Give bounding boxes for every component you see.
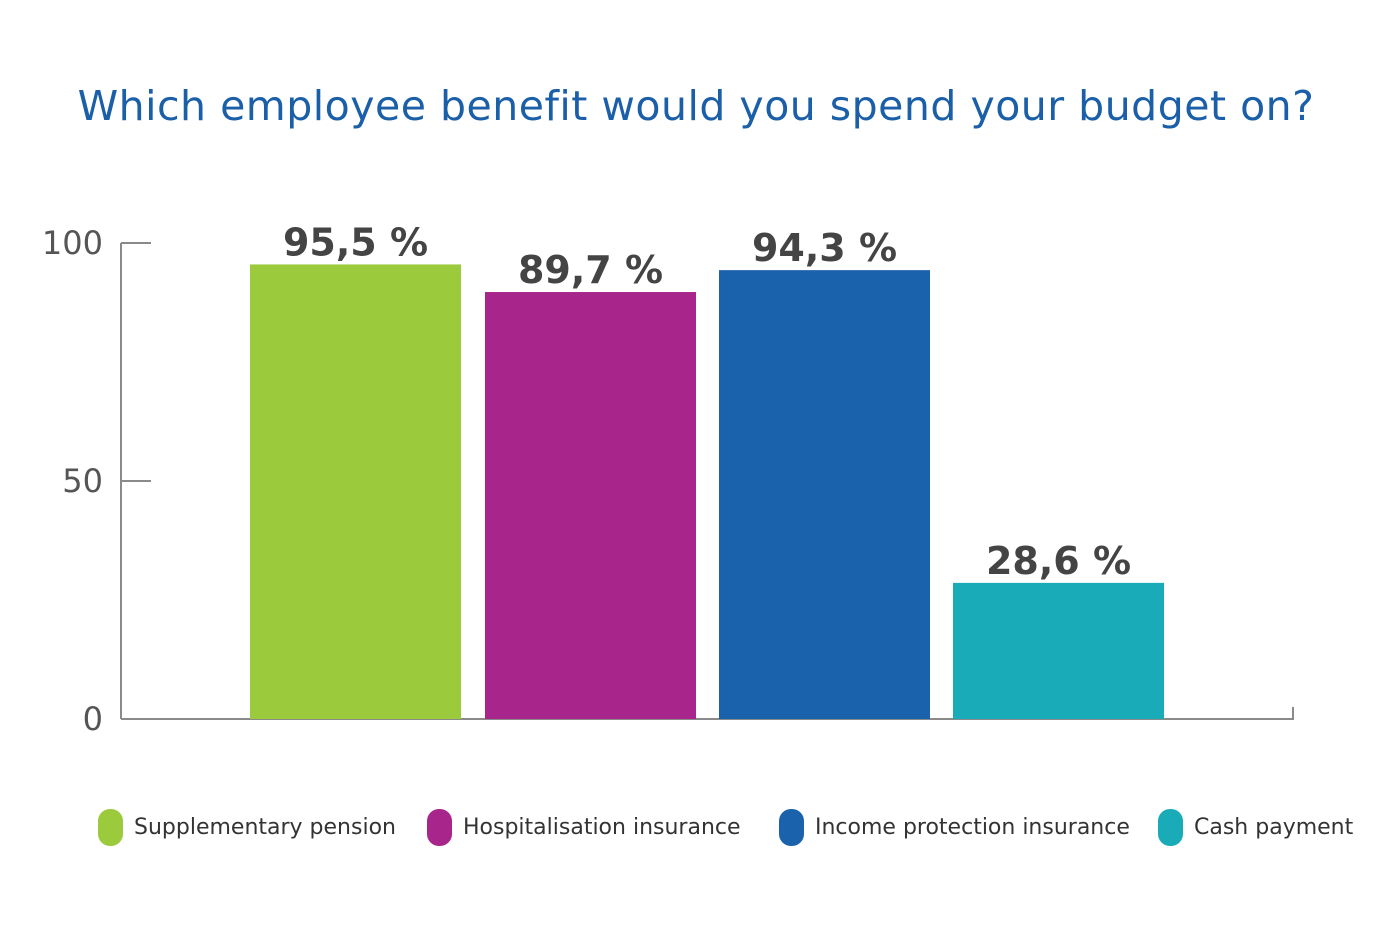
legend-label: Income protection insurance — [815, 814, 1130, 840]
legend-item-income-protection-insurance: Income protection insurance — [779, 808, 1130, 846]
bar-value-label: 89,7 % — [518, 248, 663, 292]
legend: Supplementary pension Hospitalisation in… — [0, 808, 1392, 848]
value-labels: 95,5 % 89,7 % 94,3 % 28,6 % — [283, 220, 1131, 582]
bar-value-label: 28,6 % — [986, 539, 1131, 583]
bar-value-label: 94,3 % — [752, 226, 897, 270]
legend-label: Cash payment — [1194, 814, 1354, 840]
bar — [953, 582, 1164, 719]
legend-swatch — [1158, 808, 1183, 846]
legend-label: Hospitalisation insurance — [463, 814, 741, 840]
y-tick-label: 100 — [42, 224, 103, 262]
y-tick-label: 50 — [62, 462, 103, 500]
legend-item-supplementary-pension: Supplementary pension — [98, 808, 396, 846]
bar — [719, 270, 930, 719]
chart-title: Which employee benefit would you spend y… — [77, 82, 1315, 130]
bars — [250, 264, 1164, 719]
bar — [485, 292, 696, 719]
legend-swatch — [98, 808, 123, 846]
bar-value-label: 95,5 % — [283, 220, 428, 264]
legend-swatch — [427, 808, 452, 846]
legend-item-hospitalisation-insurance: Hospitalisation insurance — [427, 808, 741, 846]
y-tick-label: 0 — [83, 700, 103, 738]
legend-label: Supplementary pension — [134, 814, 396, 840]
legend-item-cash-payment: Cash payment — [1158, 808, 1353, 846]
legend-swatch — [779, 808, 804, 846]
bar — [250, 264, 461, 719]
